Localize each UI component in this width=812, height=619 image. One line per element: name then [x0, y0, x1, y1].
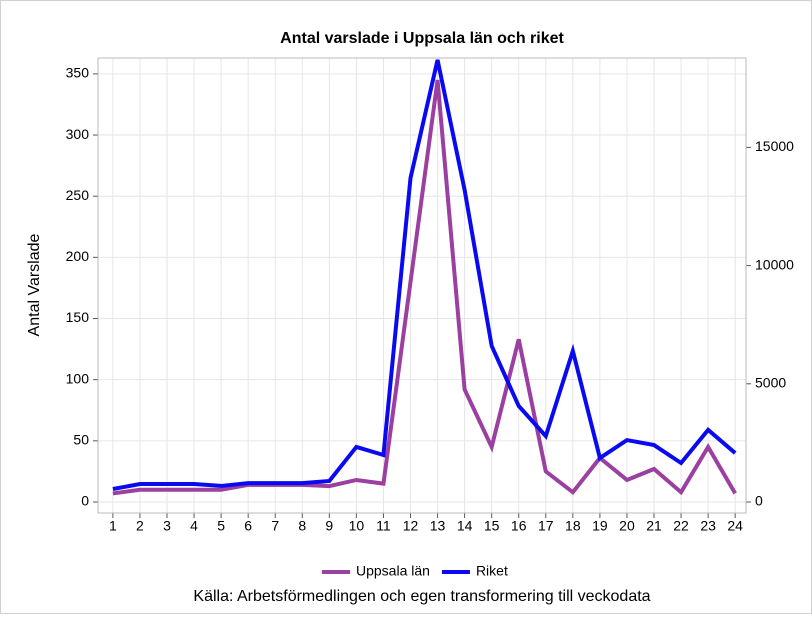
x-tick-label: 7 — [271, 518, 279, 534]
x-tick-label: 2 — [136, 518, 144, 534]
x-tick-label: 23 — [700, 518, 716, 534]
y-tick-label: 0 — [81, 493, 89, 509]
y-tick-label: 150 — [66, 309, 90, 325]
x-tick-label: 1 — [109, 518, 117, 534]
x-tick-label: 12 — [403, 518, 419, 534]
x-tick-label: 24 — [727, 518, 743, 534]
y-tick-label: 250 — [66, 187, 90, 203]
y2-tick-label: 10000 — [755, 256, 794, 272]
y-tick-label: 300 — [66, 126, 90, 142]
x-tick-label: 13 — [430, 518, 446, 534]
x-tick-label: 18 — [565, 518, 581, 534]
x-tick-label: 22 — [673, 518, 689, 534]
x-tick-label: 3 — [163, 518, 171, 534]
x-tick-label: 11 — [376, 518, 391, 534]
y-axis-label: Antal Varslade — [26, 233, 43, 336]
y2-tick-label: 0 — [755, 493, 763, 509]
x-tick-label: 8 — [298, 518, 306, 534]
y2-tick-label: 15000 — [755, 138, 794, 154]
line-series — [112, 79, 737, 496]
legend-label: Uppsala län — [356, 563, 430, 579]
x-tick-label: 16 — [511, 518, 527, 534]
x-tick-label: 21 — [646, 518, 662, 534]
source-note: Källa: Arbetsförmedlingen och egen trans… — [193, 588, 650, 605]
y-tick-label: 100 — [66, 370, 90, 386]
x-tick-label: 9 — [325, 518, 333, 534]
line-series — [112, 59, 737, 491]
chart-title: Antal varslade i Uppsala län och riket — [280, 30, 564, 47]
x-tick-label: 17 — [538, 518, 554, 534]
x-tick-label: 4 — [190, 518, 198, 534]
x-tick-label: 20 — [619, 518, 635, 534]
plot-frame — [97, 57, 747, 514]
x-tick-label: 6 — [244, 518, 252, 534]
y-tick-label: 50 — [73, 432, 89, 448]
x-tick-label: 19 — [592, 518, 608, 534]
y-tick-label: 200 — [66, 248, 90, 264]
x-tick-label: 15 — [484, 518, 500, 534]
y-tick-label: 350 — [66, 65, 90, 81]
y2-tick-label: 5000 — [755, 374, 786, 390]
x-tick-label: 10 — [349, 518, 365, 534]
x-tick-label: 5 — [217, 518, 225, 534]
x-tick-label: 14 — [457, 518, 473, 534]
legend-label: Riket — [476, 563, 508, 579]
